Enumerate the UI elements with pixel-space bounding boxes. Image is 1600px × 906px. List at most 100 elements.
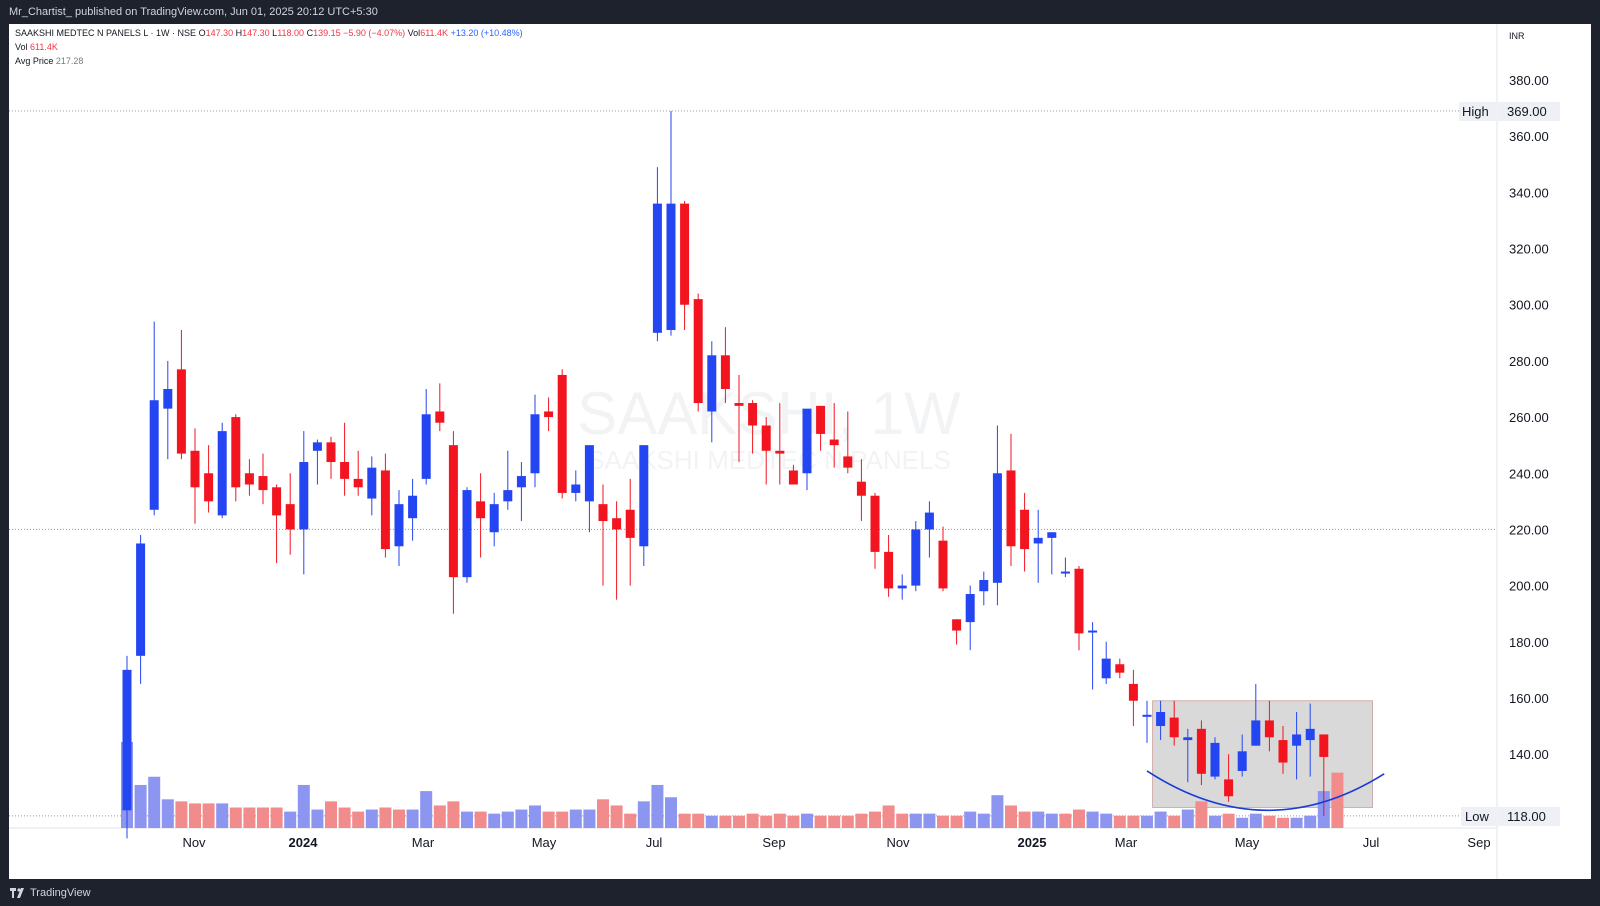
candle-body[interactable]: [584, 445, 594, 502]
legend-vol2-label[interactable]: Vol: [15, 42, 28, 52]
x-tick-label: 2025: [1018, 835, 1047, 850]
candle-body[interactable]: [489, 504, 499, 533]
candle-body[interactable]: [571, 484, 581, 493]
y-tick-label: 160.00: [1509, 691, 1549, 706]
candle-body[interactable]: [680, 203, 690, 305]
candle-body[interactable]: [136, 543, 146, 656]
candle-body[interactable]: [1278, 740, 1288, 763]
candle-body[interactable]: [1074, 568, 1084, 634]
candle-body[interactable]: [965, 594, 975, 623]
candle-body[interactable]: [938, 540, 948, 589]
candle-body[interactable]: [516, 476, 526, 488]
candle-body[interactable]: [802, 408, 812, 474]
candle-body[interactable]: [176, 369, 186, 454]
candle-body[interactable]: [1292, 734, 1302, 746]
candle-body[interactable]: [1237, 751, 1247, 771]
candle-body[interactable]: [190, 450, 200, 488]
volume-bar: [1181, 809, 1194, 828]
candle-body[interactable]: [788, 470, 798, 485]
candle-body[interactable]: [598, 504, 608, 522]
candle-body[interactable]: [761, 425, 771, 451]
candle-body[interactable]: [1169, 717, 1179, 738]
candle-body[interactable]: [897, 585, 907, 589]
candle-body[interactable]: [775, 450, 785, 454]
candle-body[interactable]: [1115, 664, 1125, 673]
candle-body[interactable]: [734, 403, 744, 406]
tradingview-logo[interactable]: TradingView: [10, 887, 91, 899]
candle-body[interactable]: [326, 442, 336, 463]
candle-body[interactable]: [707, 355, 717, 412]
legend-symbol[interactable]: SAAKSHI MEDTEC N PANELS L · 1W · NSE: [15, 28, 197, 38]
candle-body[interactable]: [163, 388, 173, 409]
candle-body[interactable]: [911, 529, 921, 586]
candle-body[interactable]: [258, 476, 268, 491]
candle-body[interactable]: [299, 462, 309, 530]
candle-body[interactable]: [625, 509, 635, 538]
candle-body[interactable]: [829, 439, 839, 446]
candle-body[interactable]: [1088, 630, 1098, 633]
candle-body[interactable]: [204, 473, 214, 502]
candle-body[interactable]: [1251, 720, 1261, 746]
candle-body[interactable]: [503, 490, 513, 502]
candle-body[interactable]: [693, 299, 703, 404]
candle-body[interactable]: [367, 467, 377, 499]
candle-body[interactable]: [421, 414, 431, 479]
candle-body[interactable]: [1224, 779, 1234, 797]
candle-body[interactable]: [217, 431, 227, 516]
candle-body[interactable]: [149, 400, 159, 510]
candle-body[interactable]: [639, 445, 649, 547]
candle-body[interactable]: [408, 495, 418, 519]
candle-body[interactable]: [1210, 742, 1220, 777]
candle-body[interactable]: [843, 456, 853, 468]
candle-body[interactable]: [544, 411, 554, 418]
candle-body[interactable]: [952, 619, 962, 631]
candle-body[interactable]: [394, 504, 404, 547]
candle-body[interactable]: [979, 579, 989, 592]
candle-body[interactable]: [1305, 728, 1315, 741]
candle-body[interactable]: [1183, 737, 1193, 741]
candle-body[interactable]: [856, 481, 866, 496]
rounding-bottom-curve[interactable]: [1146, 770, 1385, 812]
candle-body[interactable]: [1020, 509, 1030, 550]
candle-body[interactable]: [340, 462, 350, 479]
candle-body[interactable]: [353, 478, 363, 488]
candle-body[interactable]: [992, 473, 1002, 583]
candle-body[interactable]: [1101, 658, 1111, 679]
candle-body[interactable]: [1196, 728, 1206, 774]
candle-body[interactable]: [652, 203, 662, 333]
candle-body[interactable]: [462, 490, 472, 578]
candle-body[interactable]: [1156, 711, 1166, 727]
candle-body[interactable]: [870, 495, 880, 552]
candle-body[interactable]: [1264, 720, 1274, 738]
candle-body[interactable]: [312, 442, 322, 451]
candle-body[interactable]: [272, 487, 282, 516]
candle-body[interactable]: [720, 355, 730, 389]
legend-open-label: O: [198, 28, 206, 38]
candle-body[interactable]: [666, 203, 676, 331]
candle-body[interactable]: [1319, 734, 1329, 757]
candle-body[interactable]: [557, 374, 567, 493]
candle-body[interactable]: [1033, 537, 1043, 544]
candle-body[interactable]: [1006, 470, 1016, 547]
candle-body[interactable]: [1128, 683, 1138, 701]
candle-body[interactable]: [1142, 714, 1152, 717]
candle-body[interactable]: [285, 504, 295, 530]
candle-body[interactable]: [924, 512, 934, 530]
candle-body[interactable]: [530, 414, 540, 474]
candle-body[interactable]: [380, 470, 390, 550]
candle-body[interactable]: [816, 405, 826, 434]
candle-body[interactable]: [448, 445, 458, 578]
candle-body[interactable]: [884, 551, 894, 589]
candle-body[interactable]: [748, 403, 758, 426]
candle-body[interactable]: [476, 501, 486, 519]
candle-body[interactable]: [231, 417, 241, 488]
candle-body[interactable]: [1047, 532, 1057, 538]
candle-body[interactable]: [1060, 571, 1070, 574]
legend-avg-label[interactable]: Avg Price: [15, 56, 54, 66]
volume-bar: [1277, 817, 1289, 828]
candle-body[interactable]: [122, 669, 132, 811]
candle-body[interactable]: [435, 411, 445, 423]
candle-body[interactable]: [244, 473, 254, 485]
candle-body[interactable]: [612, 518, 622, 530]
